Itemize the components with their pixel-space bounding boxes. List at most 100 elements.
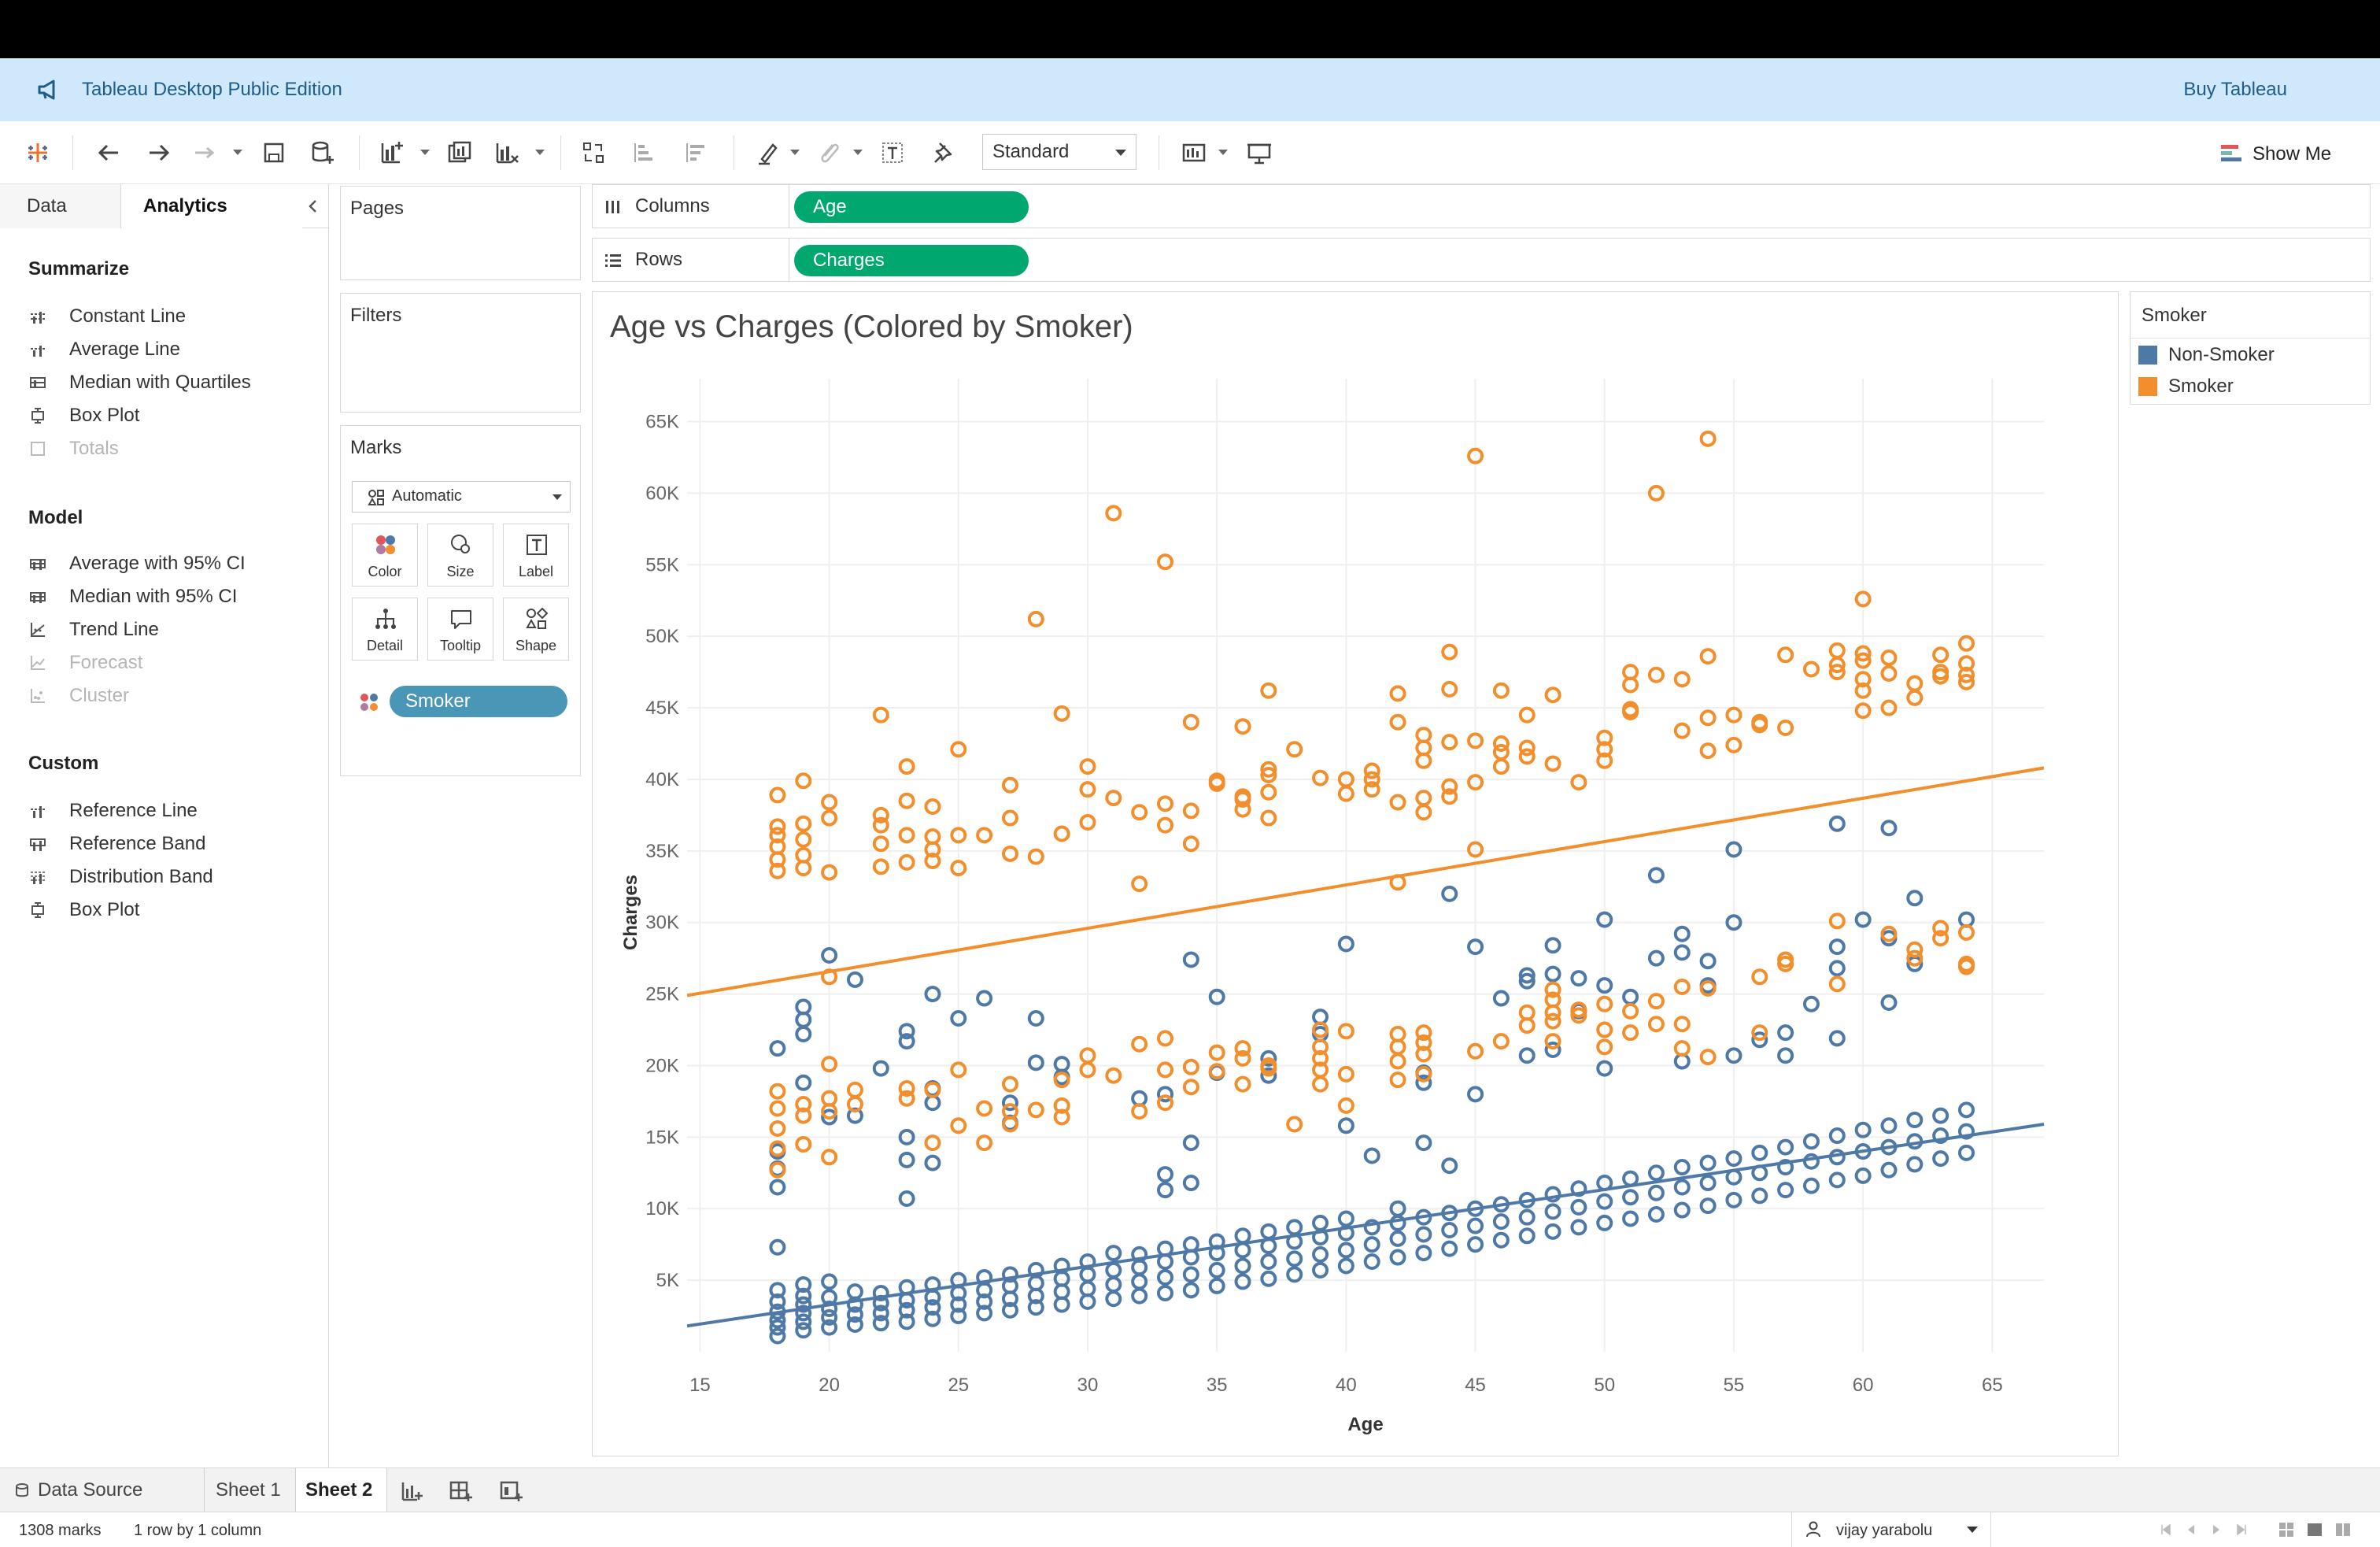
point-smoker — [1312, 1061, 1329, 1079]
show-filmstrip-icon[interactable] — [2334, 1521, 2352, 1538]
point-smoker — [1157, 795, 1174, 812]
analytics-item-forecast[interactable]: Forecast — [28, 647, 142, 679]
trend-line-non-smoker — [686, 1123, 2045, 1328]
shape-mark-button[interactable]: Shape — [503, 598, 569, 661]
save-icon[interactable] — [258, 137, 290, 168]
analytics-item-totals[interactable]: Totals — [28, 433, 119, 464]
sort-ascending-icon[interactable] — [628, 137, 660, 168]
point-non-smoker — [1415, 1074, 1432, 1091]
point-smoker — [821, 1149, 838, 1166]
tooltip-mark-button[interactable]: Tooltip — [427, 598, 493, 661]
label-mark-button[interactable]: Label — [503, 524, 569, 587]
undo-icon[interactable] — [93, 137, 124, 168]
clear-sheet-icon[interactable] — [491, 137, 523, 168]
analytics-item-average-with-95-ci[interactable]: Average with 95% CI — [28, 548, 246, 579]
group-members-icon[interactable] — [814, 137, 845, 168]
tableau-logo-icon[interactable] — [22, 137, 54, 168]
point-smoker — [1570, 1001, 1587, 1019]
point-smoker — [1828, 664, 1846, 681]
size-mark-button[interactable]: Size — [427, 524, 493, 587]
show-cards-caret[interactable] — [1218, 150, 1228, 155]
first-sheet-icon[interactable] — [2160, 1523, 2172, 1536]
new-data-source-icon[interactable] — [307, 137, 338, 168]
analytics-item-box-plot[interactable]: Box Plot — [28, 894, 139, 926]
new-dashboard-icon[interactable] — [449, 1479, 472, 1503]
color-mark-button[interactable]: Color — [352, 524, 418, 587]
point-non-smoker — [1182, 1134, 1199, 1152]
show-tabs-icon[interactable] — [2306, 1521, 2323, 1538]
point-non-smoker — [1544, 1203, 1561, 1220]
scatter-plot[interactable]: 15 20 25 30 35 40 45 50 55 60 65 5K 10K 15K 20K 25K 30K 3… — [593, 292, 2119, 1457]
show-cards-icon[interactable] — [1179, 137, 1210, 168]
buy-tableau-link[interactable]: Buy Tableau — [2183, 79, 2287, 100]
swap-rows-columns-icon[interactable] — [578, 137, 609, 168]
highlight-icon[interactable] — [752, 137, 784, 168]
point-non-smoker — [924, 1299, 941, 1316]
analytics-item-median-with-95-ci[interactable]: Median with 95% CI — [28, 581, 237, 613]
point-smoker — [872, 806, 889, 823]
new-story-icon[interactable] — [499, 1479, 523, 1503]
point-non-smoker — [1157, 1166, 1174, 1183]
pages-card[interactable]: Pages — [340, 186, 581, 280]
clear-sheet-caret[interactable] — [535, 150, 545, 155]
analytics-item-box-plot[interactable]: Box Plot — [28, 400, 139, 431]
fix-axes-pin-icon[interactable] — [927, 137, 959, 168]
replay-caret[interactable] — [233, 150, 242, 155]
point-smoker — [1389, 794, 1406, 811]
point-non-smoker — [1596, 911, 1613, 928]
tab-sheet-1[interactable]: Sheet 1 — [205, 1468, 296, 1512]
point-smoker — [924, 1081, 941, 1098]
redo-icon[interactable] — [143, 137, 175, 168]
analytics-item-median-with-quartiles[interactable]: Median with Quartiles — [28, 367, 251, 398]
show-sheet-sorter-icon[interactable] — [2278, 1521, 2295, 1538]
analytics-item-reference-band[interactable]: Reference Band — [28, 828, 205, 860]
analytics-item-average-line[interactable]: Average Line — [28, 334, 180, 365]
new-worksheet-icon[interactable] — [400, 1479, 423, 1503]
point-smoker — [1027, 1101, 1044, 1119]
point-smoker — [1906, 949, 1924, 967]
tab-data[interactable]: Data — [0, 184, 121, 228]
tab-sheet-2[interactable]: Sheet 2 — [296, 1468, 387, 1512]
data-source-tab[interactable]: Data Source — [0, 1468, 205, 1512]
new-worksheet-icon[interactable] — [376, 137, 408, 168]
analytics-item-distribution-band[interactable]: Distribution Band — [28, 861, 213, 893]
smoker-field-pill[interactable]: Smoker — [390, 686, 567, 717]
age-field-pill[interactable]: Age — [794, 191, 1029, 223]
new-worksheet-caret[interactable] — [420, 150, 430, 155]
point-smoker — [924, 798, 941, 815]
charges-field-pill[interactable]: Charges — [794, 245, 1029, 276]
point-smoker — [1622, 1002, 1639, 1020]
legend-item-non-smoker[interactable]: Non-Smoker — [2138, 342, 2275, 368]
fit-select[interactable]: Standard — [982, 134, 1136, 170]
next-sheet-icon[interactable] — [2210, 1523, 2223, 1536]
analytics-item-constant-line[interactable]: Constant Line — [28, 301, 186, 332]
analytics-item-label: Constant Line — [69, 305, 187, 327]
sort-descending-icon[interactable] — [680, 137, 711, 168]
detail-mark-button[interactable]: Detail — [352, 598, 418, 661]
point-smoker — [1363, 762, 1380, 779]
show-me-button[interactable]: Show Me — [2219, 139, 2331, 170]
analytics-item-cluster[interactable]: Cluster — [28, 680, 129, 712]
point-smoker — [898, 827, 915, 844]
presentation-mode-icon[interactable] — [1244, 137, 1275, 168]
collapse-pane-icon[interactable] — [305, 198, 321, 214]
analytics-item-reference-line[interactable]: Reference Line — [28, 795, 198, 827]
mark-type-select[interactable]: Automatic — [352, 481, 571, 513]
user-menu[interactable]: vijay yarabolu — [1791, 1512, 1991, 1547]
replay-icon[interactable] — [190, 137, 222, 168]
point-smoker — [1027, 610, 1044, 627]
analytics-item-trend-line[interactable]: Trend Line — [28, 614, 159, 646]
show-labels-icon[interactable] — [877, 137, 908, 168]
point-smoker — [821, 864, 838, 881]
point-non-smoker — [1157, 1086, 1174, 1103]
previous-sheet-icon[interactable] — [2185, 1523, 2197, 1536]
group-caret[interactable] — [853, 150, 863, 155]
highlight-caret[interactable] — [790, 150, 800, 155]
tab-analytics[interactable]: Analytics — [121, 184, 302, 228]
duplicate-sheet-icon[interactable] — [444, 137, 475, 168]
filters-card[interactable]: Filters — [340, 293, 581, 413]
point-smoker — [1131, 1103, 1148, 1120]
legend-item-smoker[interactable]: Smoker — [2138, 374, 2234, 399]
point-smoker — [795, 1135, 812, 1153]
last-sheet-icon[interactable] — [2235, 1523, 2248, 1536]
